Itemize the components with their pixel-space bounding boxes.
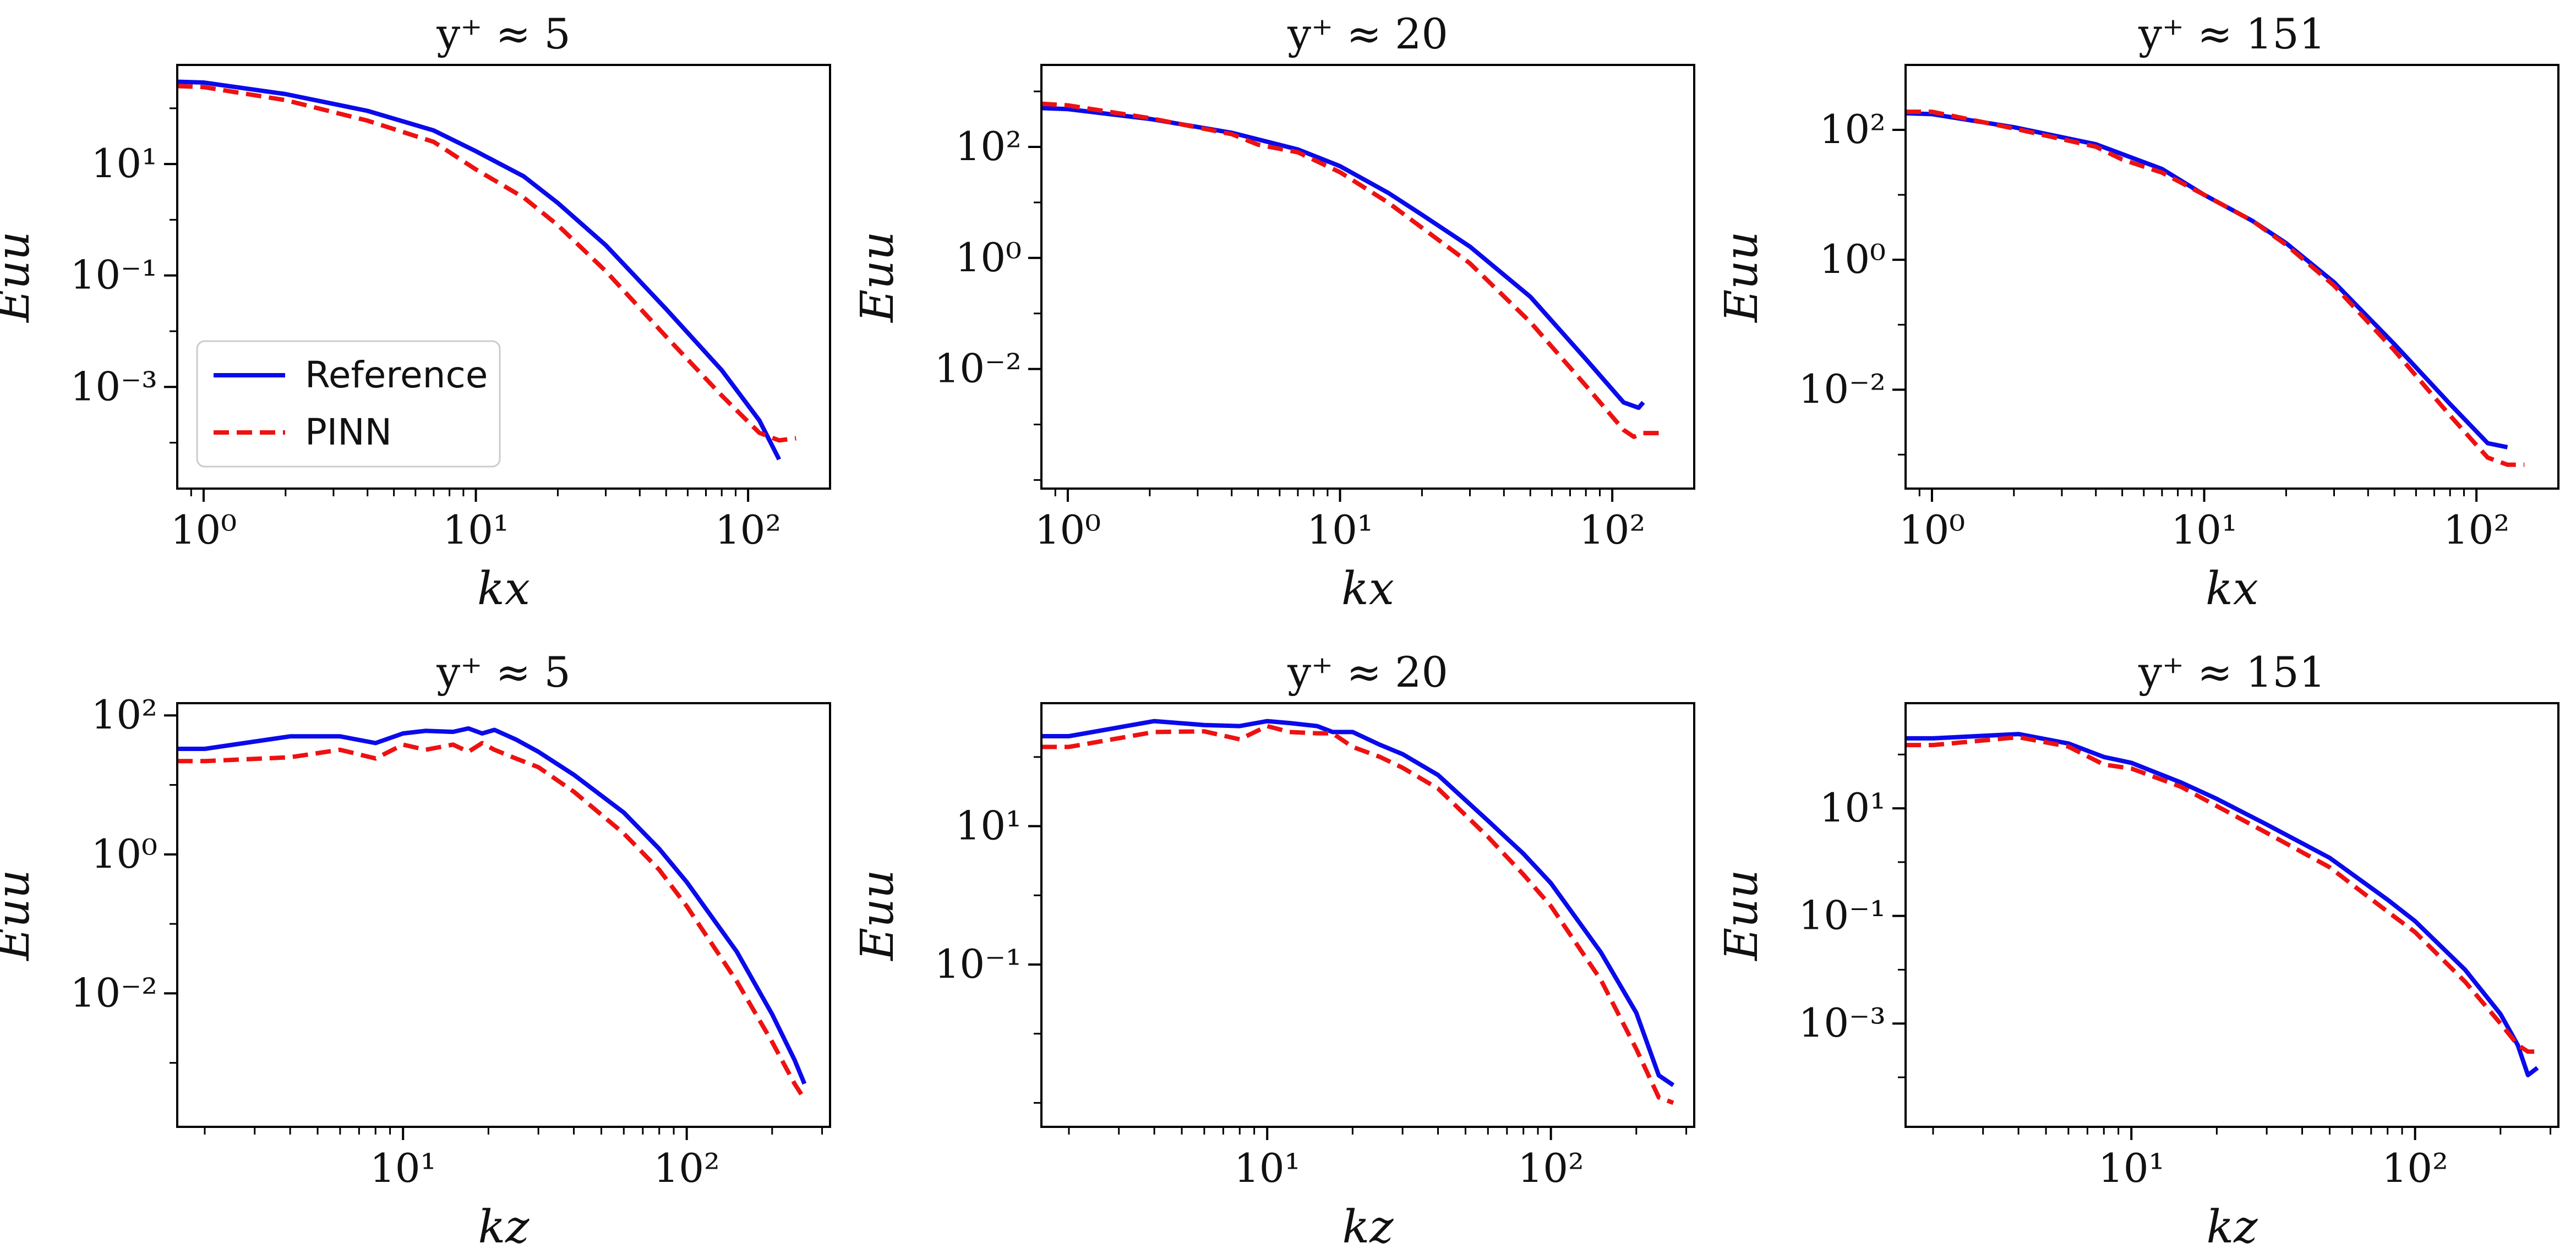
plot-frame [1040,64,1695,490]
x-axis-label: kz [2207,1201,2258,1253]
pinn-series-line [1906,735,2537,1054]
plot-frame [176,702,831,1128]
plot-frame [1904,64,2559,490]
chart-panel: 10⁰ 10¹ 10² 10¹ 10⁻¹ 10⁻³ y⁺ ≈ 5 kx Euu [0,9,831,615]
legend-label: Reference [305,354,488,396]
y-tick-label: 10¹ [91,140,157,187]
chart-title: y⁺ ≈ 20 [1287,648,1448,697]
y-tick-label: 10⁻¹ [1799,892,1886,939]
legend: Reference PINN [196,340,501,468]
y-tick-label: 10⁰ [91,831,157,877]
chart-title: y⁺ ≈ 5 [436,9,570,58]
y-axis-label: Euu [1716,869,1768,961]
y-tick-label: 10¹ [1820,785,1886,831]
x-tick-label: 10¹ [2098,1145,2164,1191]
chart-panel: 10¹ 10² 10¹ 10⁻¹ 10⁻³ y⁺ ≈ 151 kz Euu [1716,648,2559,1253]
reference-series-line [1041,719,1675,1087]
y-tick-label: 10⁰ [956,234,1022,281]
reference-series-line [1906,111,2508,450]
y-axis-label: Euu [0,869,40,961]
x-axis-label: kx [1341,563,1394,615]
y-tick-label: 10⁻³ [70,363,157,409]
x-tick-label: 10¹ [1234,1145,1300,1191]
x-tick-label: 10⁰ [1899,507,1965,553]
x-tick-label: 10² [715,507,781,553]
x-tick-label: 10⁰ [171,507,237,553]
chart-panel: 10⁰ 10¹ 10² 10² 10⁰ 10⁻² y⁺ ≈ 20 kx Euu [852,9,1695,615]
x-tick-label: 10² [1518,1145,1584,1191]
y-tick-label: 10⁻¹ [70,252,157,298]
y-tick-label: 10² [1820,106,1886,152]
chart-panel: 10¹ 10² 10² 10⁰ 10⁻² y⁺ ≈ 5 kz Euu [0,648,831,1253]
chart-panel: 10¹ 10² 10¹ 10⁻¹ y⁺ ≈ 20 kz Euu [852,648,1695,1253]
y-tick-label: 10⁰ [1820,236,1886,282]
x-axis-label: kx [477,563,530,615]
x-tick-label: 10² [1579,507,1645,553]
y-axis-label: Euu [852,869,904,961]
x-tick-label: 10¹ [443,507,509,553]
chart-title: y⁺ ≈ 5 [436,648,570,697]
x-tick-label: 10² [2382,1145,2448,1191]
plot-frame [1904,702,2559,1128]
pinn-series-line [177,84,796,443]
pinn-series-line [177,741,806,1100]
x-axis-label: kx [2206,563,2258,615]
y-tick-label: 10⁻² [70,969,157,1016]
y-tick-label: 10⁻¹ [935,941,1022,987]
x-tick-label: 10¹ [370,1145,436,1191]
x-tick-label: 10² [653,1145,719,1191]
x-tick-label: 10⁰ [1035,507,1101,553]
plot-frame [1040,702,1695,1128]
plot-frame [176,64,831,490]
x-axis-label: kz [1342,1201,1394,1253]
reference-series-line [177,726,807,1085]
x-tick-label: 10² [2443,507,2509,553]
y-axis-label: Euu [852,231,904,323]
legend-box [196,340,501,468]
reference-series-line [1906,732,2539,1077]
chart-panel: 10⁰ 10¹ 10² 10² 10⁰ 10⁻² y⁺ ≈ 151 kx Euu [1716,9,2559,615]
y-tick-label: 10⁻² [1799,366,1886,412]
chart-title: y⁺ ≈ 151 [2138,648,2326,697]
pinn-series-line [1041,101,1661,439]
pinn-series-line [1041,724,1674,1105]
reference-series-line [177,79,782,461]
x-tick-label: 10¹ [2171,507,2237,553]
y-tick-label: 10¹ [956,803,1022,849]
legend-label: PINN [305,411,392,453]
y-tick-label: 10² [91,692,157,738]
chart-title: y⁺ ≈ 20 [1287,9,1448,58]
y-axis-label: Euu [1716,231,1768,323]
pinn-series-line [1906,109,2525,467]
x-axis-label: kz [478,1201,530,1253]
y-axis-label: Euu [0,231,40,323]
y-tick-label: 10⁻³ [1799,1000,1886,1046]
y-tick-label: 10² [956,123,1022,169]
chart-title: y⁺ ≈ 151 [2138,9,2326,58]
y-tick-label: 10⁻² [935,346,1022,392]
x-tick-label: 10¹ [1307,507,1373,553]
